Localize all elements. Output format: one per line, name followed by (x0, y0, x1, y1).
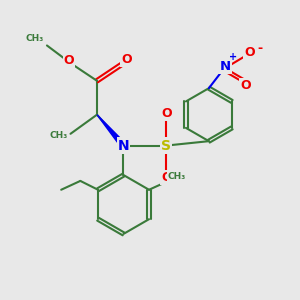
Polygon shape (97, 115, 126, 148)
Text: CH₃: CH₃ (49, 131, 68, 140)
Text: O: O (121, 53, 132, 66)
Text: N: N (220, 60, 231, 73)
Text: N: N (118, 139, 129, 153)
Text: S: S (161, 139, 171, 153)
Text: O: O (240, 79, 251, 92)
Text: O: O (161, 107, 172, 120)
Text: CH₃: CH₃ (26, 34, 44, 43)
Text: -: - (258, 42, 263, 55)
Text: O: O (64, 54, 74, 67)
Text: O: O (161, 172, 172, 184)
Text: CH₃: CH₃ (167, 172, 186, 181)
Text: O: O (244, 46, 254, 59)
Text: +: + (229, 52, 237, 62)
